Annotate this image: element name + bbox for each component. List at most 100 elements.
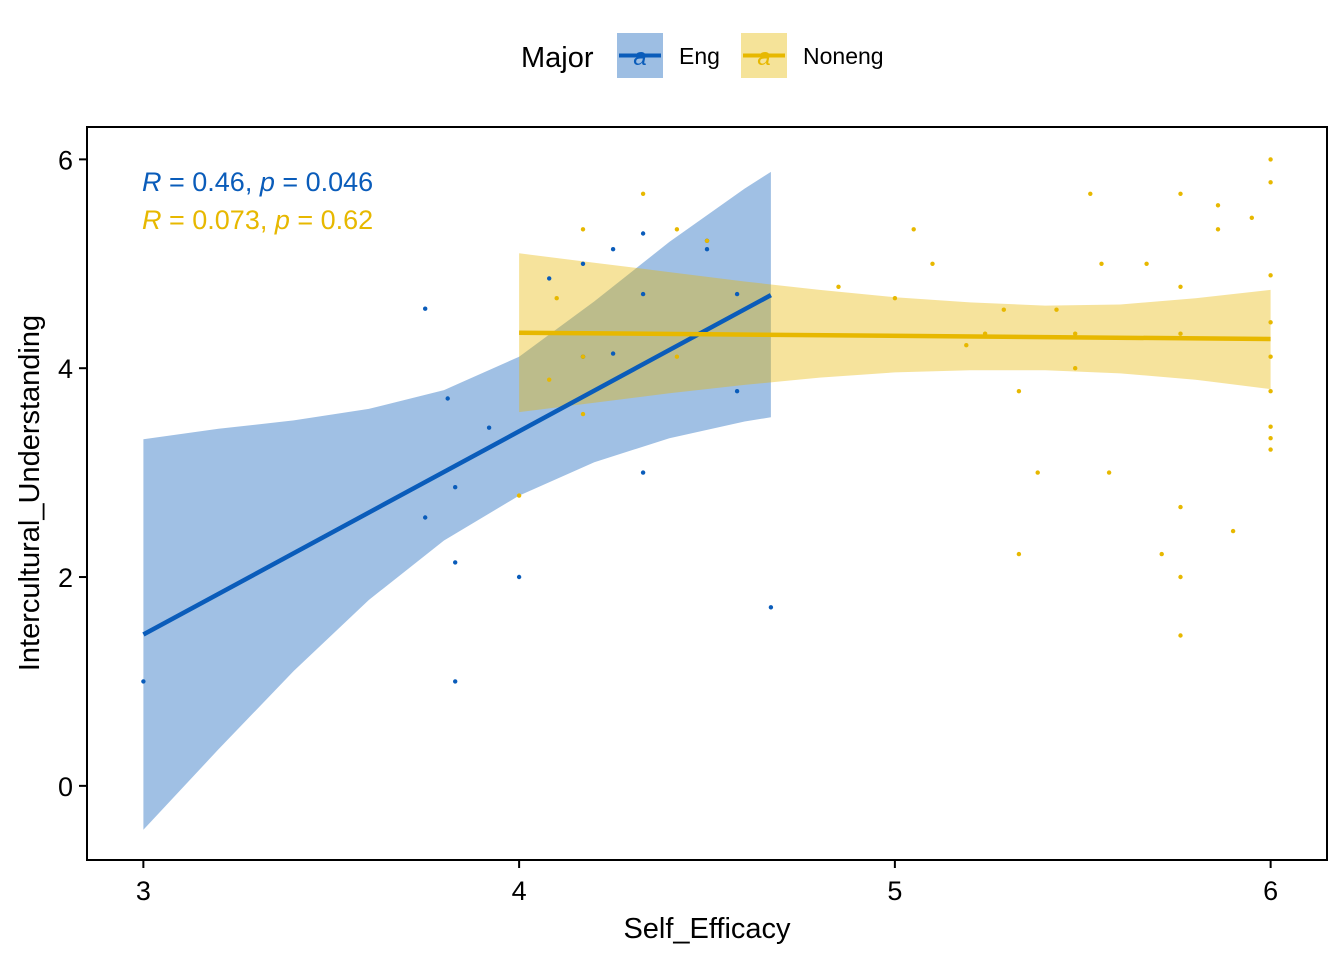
fit-lines [142,293,1271,637]
data-point-noneng [1268,180,1273,185]
stat-p-symbol: p [259,167,275,197]
stat-r-value: = 0.073, [162,205,275,235]
data-point-noneng [1268,273,1273,278]
data-point-eng [610,351,616,356]
x-tick-label: 5 [887,876,902,906]
data-point-noneng [1268,320,1273,325]
data-point-noneng [1106,470,1112,475]
data-point-noneng [1073,366,1078,371]
data-point-noneng [911,227,916,232]
data-point-noneng [1268,447,1273,452]
data-point-noneng [930,261,935,266]
data-point-noneng [1268,424,1273,429]
x-axis: 3 4 5 6 [136,860,1278,906]
data-point-eng [610,247,616,252]
y-tick-label: 4 [58,354,73,384]
data-point-noneng [1268,157,1273,162]
y-axis: 0 2 4 6 [58,145,87,802]
data-point-noneng [580,411,586,417]
data-point-eng [547,276,552,281]
y-tick-label: 2 [58,563,73,593]
data-point-noneng [1073,331,1078,336]
fit-line-eng [142,293,772,637]
data-point-noneng [1178,504,1183,510]
y-axis-title: Intercultural_Understanding [14,315,46,671]
y-tick-label: 0 [58,772,73,802]
stat-r-value: = 0.46, [162,167,260,197]
fit-line-noneng [519,330,1271,342]
stat-annotations: R = 0.46, p = 0.046 R = 0.073, p = 0.62 [142,167,373,235]
data-point-noneng [892,296,898,301]
x-tick-label: 3 [136,876,151,906]
data-point-noneng [836,284,841,289]
data-point-noneng [1230,528,1236,534]
data-point-noneng [580,227,586,232]
data-point-noneng [1178,574,1183,580]
data-point-eng [486,425,492,430]
legend-label-noneng: Noneng [803,43,884,69]
legend-key-eng-glyph: a [633,44,646,71]
x-axis-title: Self_Efficacy [623,913,791,945]
data-point-noneng [580,354,586,359]
x-tick-label: 4 [512,876,527,906]
stat-p-symbol: p [274,205,290,235]
ci-band-eng [143,171,771,830]
data-point-noneng [1178,633,1183,638]
data-point-noneng [1016,551,1022,557]
data-point-noneng [516,493,522,498]
data-point-noneng [1159,551,1164,557]
legend-title: Major [521,42,594,74]
data-point-noneng [1001,307,1006,312]
data-point-noneng [1016,389,1022,394]
legend: Major a Eng a Noneng [521,33,884,78]
data-point-eng [453,560,458,565]
data-point-eng [453,679,458,684]
data-point-eng [423,306,428,311]
data-point-noneng [1178,191,1183,196]
data-point-eng [141,679,146,684]
data-point-noneng [1035,470,1040,475]
data-point-noneng [1144,261,1149,266]
data-point-eng [640,231,646,236]
legend-key-noneng: a [741,33,787,78]
data-point-noneng [674,354,680,359]
stat-p-value: = 0.62 [290,205,373,235]
data-point-noneng [1178,331,1183,336]
data-point-eng [516,574,522,580]
confidence-bands [143,171,1271,830]
stat-annotation-eng: R = 0.46, p = 0.046 [142,167,373,197]
stat-r-symbol: R [142,205,162,235]
data-point-noneng [554,296,559,301]
data-point-eng [734,389,740,394]
data-point-noneng [674,227,680,232]
data-point-noneng [1088,191,1093,196]
data-point-eng [734,291,740,297]
stat-r-symbol: R [142,167,162,197]
data-point-noneng [547,377,552,382]
data-point-eng [580,261,586,266]
data-point-noneng [1054,307,1059,312]
data-point-noneng [1178,284,1183,289]
legend-key-eng: a [617,33,663,78]
data-point-eng [445,396,450,401]
legend-key-noneng-glyph: a [757,44,770,71]
data-points [141,157,1273,684]
data-point-noneng [1249,215,1255,220]
data-point-eng [453,485,458,490]
ci-band-noneng [519,253,1271,413]
data-point-noneng [1215,227,1221,232]
stat-p-value: = 0.046 [275,167,373,197]
data-point-eng [423,515,428,520]
data-point-noneng [1268,436,1273,441]
data-point-noneng [964,343,969,348]
data-point-noneng [640,191,646,196]
data-point-eng [704,247,710,252]
stat-annotation-noneng: R = 0.073, p = 0.62 [142,205,373,235]
y-tick-label: 6 [58,145,73,175]
data-point-noneng [704,238,710,243]
data-point-eng [640,470,646,475]
data-point-noneng [1215,203,1221,208]
data-point-noneng [1099,261,1104,266]
legend-label-eng: Eng [679,43,720,69]
